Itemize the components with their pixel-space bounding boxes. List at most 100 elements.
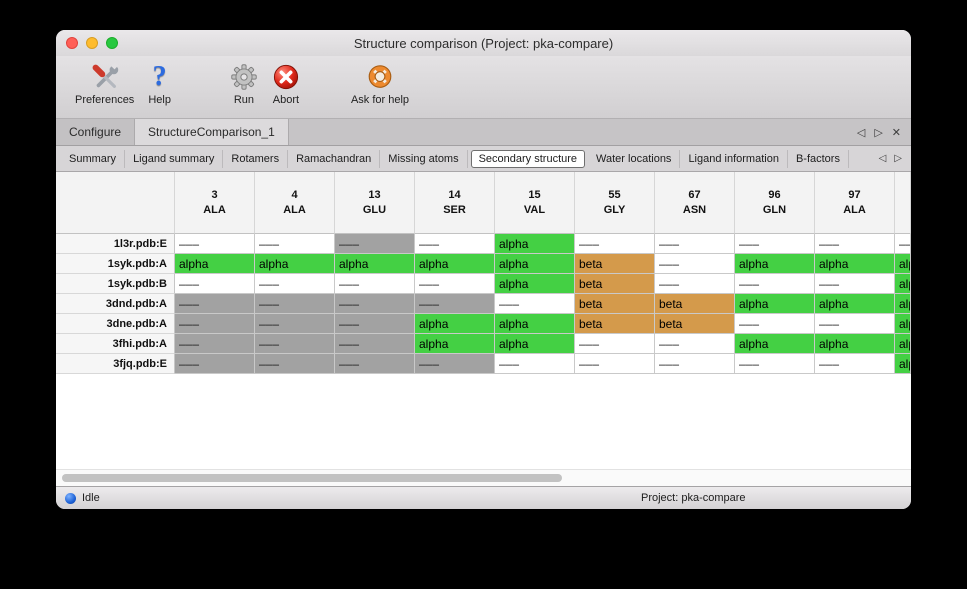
- column-header-3-ala[interactable]: 3 ALA: [175, 172, 255, 234]
- table-cell-alpha[interactable]: alpha: [895, 274, 911, 294]
- table-cell-dash[interactable]: –––: [575, 354, 655, 374]
- toolbar-button-run[interactable]: Run: [230, 61, 258, 106]
- column-header-55-gly[interactable]: 55 GLY: [575, 172, 655, 234]
- column-header-14-ser[interactable]: 14 SER: [415, 172, 495, 234]
- table-cell-dash[interactable]: –––: [655, 254, 735, 274]
- subtab-secondary-structure[interactable]: Secondary structure: [470, 149, 586, 168]
- table-cell-dash_gray[interactable]: –––: [335, 234, 415, 254]
- subtab-ligand-information[interactable]: Ligand information: [680, 149, 788, 168]
- table-cell-dash[interactable]: –––: [255, 234, 335, 254]
- row-header-3fhi-pdb-a[interactable]: 3fhi.pdb:A: [56, 334, 175, 354]
- table-cell-dash_gray[interactable]: –––: [255, 354, 335, 374]
- tab-close-icon[interactable]: ✕: [891, 126, 901, 139]
- row-header-1syk-pdb-a[interactable]: 1syk.pdb:A: [56, 254, 175, 274]
- column-header-13-glu[interactable]: 13 GLU: [335, 172, 415, 234]
- subtab-nav-left-icon[interactable]: ◁: [878, 153, 887, 164]
- table-cell-dash[interactable]: –––: [495, 354, 575, 374]
- minimize-window-button[interactable]: [86, 37, 98, 49]
- table-cell-alpha[interactable]: alpha: [895, 314, 911, 334]
- table-cell-alpha[interactable]: alpha: [895, 354, 911, 374]
- table-cell-dash_gray[interactable]: –––: [255, 314, 335, 334]
- table-cell-dash[interactable]: –––: [415, 274, 495, 294]
- table-cell-dash[interactable]: –––: [815, 354, 895, 374]
- toolbar-button-preferences[interactable]: Preferences: [75, 61, 134, 106]
- tab-nav-right-icon[interactable]: ▷: [874, 126, 883, 139]
- table-cell-dash[interactable]: –––: [735, 354, 815, 374]
- row-header-3dne-pdb-a[interactable]: 3dne.pdb:A: [56, 314, 175, 334]
- table-cell-dash_gray[interactable]: –––: [335, 314, 415, 334]
- subtab-ligand-summary[interactable]: Ligand summary: [125, 149, 224, 168]
- table-cell-dash_gray[interactable]: –––: [175, 354, 255, 374]
- table-cell-dash_gray[interactable]: –––: [255, 334, 335, 354]
- table-cell-alpha[interactable]: alpha: [895, 254, 911, 274]
- table-cell-dash[interactable]: –––: [895, 234, 911, 254]
- table-cell-dash_gray[interactable]: –––: [415, 354, 495, 374]
- table-cell-dash_gray[interactable]: –––: [335, 354, 415, 374]
- tab-nav-left-icon[interactable]: ◁: [856, 126, 866, 139]
- table-cell-alpha[interactable]: alpha: [895, 294, 911, 314]
- table-cell-alpha[interactable]: alpha: [415, 314, 495, 334]
- table-cell-alpha[interactable]: alpha: [735, 294, 815, 314]
- horizontal-scrollbar[interactable]: [56, 469, 911, 486]
- subtab-b-factors[interactable]: B-factors: [788, 149, 849, 168]
- table-cell-beta[interactable]: beta: [575, 254, 655, 274]
- table-cell-alpha[interactable]: alpha: [415, 334, 495, 354]
- table-cell-dash[interactable]: –––: [415, 234, 495, 254]
- subtab-summary[interactable]: Summary: [61, 149, 126, 168]
- table-cell-beta[interactable]: beta: [655, 294, 735, 314]
- subtab-ramachandran[interactable]: Ramachandran: [288, 149, 381, 168]
- table-cell-alpha[interactable]: alpha: [495, 254, 575, 274]
- table-cell-dash[interactable]: –––: [575, 334, 655, 354]
- table-cell-alpha[interactable]: alpha: [895, 334, 911, 354]
- table-cell-alpha[interactable]: alpha: [495, 274, 575, 294]
- table-cell-alpha[interactable]: alpha: [735, 254, 815, 274]
- toolbar-button-ask-for-help[interactable]: Ask for help: [351, 61, 409, 106]
- table-cell-dash[interactable]: –––: [175, 274, 255, 294]
- table-cell-dash_gray[interactable]: –––: [335, 334, 415, 354]
- table-cell-dash[interactable]: –––: [255, 274, 335, 294]
- toolbar-button-abort[interactable]: Abort: [272, 61, 300, 106]
- table-cell-alpha[interactable]: alpha: [815, 294, 895, 314]
- table-cell-alpha[interactable]: alpha: [815, 254, 895, 274]
- column-header-partial[interactable]: [895, 172, 911, 234]
- zoom-window-button[interactable]: [106, 37, 118, 49]
- subtab-missing-atoms[interactable]: Missing atoms: [380, 149, 468, 168]
- table-cell-dash_gray[interactable]: –––: [175, 314, 255, 334]
- table-cell-beta[interactable]: beta: [655, 314, 735, 334]
- tab-configure[interactable]: Configure: [56, 119, 136, 145]
- table-cell-beta[interactable]: beta: [575, 314, 655, 334]
- row-header-3dnd-pdb-a[interactable]: 3dnd.pdb:A: [56, 294, 175, 314]
- subtab-water-locations[interactable]: Water locations: [588, 149, 681, 168]
- table-cell-dash[interactable]: –––: [175, 234, 255, 254]
- table-cell-beta[interactable]: beta: [575, 294, 655, 314]
- scrollbar-thumb[interactable]: [62, 474, 562, 482]
- table-cell-dash[interactable]: –––: [815, 274, 895, 294]
- table-cell-dash[interactable]: –––: [735, 274, 815, 294]
- table-cell-dash[interactable]: –––: [495, 294, 575, 314]
- table-cell-dash[interactable]: –––: [735, 234, 815, 254]
- table-cell-alpha[interactable]: alpha: [495, 334, 575, 354]
- table-cell-dash_gray[interactable]: –––: [415, 294, 495, 314]
- table-cell-alpha[interactable]: alpha: [335, 254, 415, 274]
- table-cell-alpha[interactable]: alpha: [175, 254, 255, 274]
- table-cell-alpha[interactable]: alpha: [495, 234, 575, 254]
- row-header-1l3r-pdb-e[interactable]: 1l3r.pdb:E: [56, 234, 175, 254]
- row-header-3fjq-pdb-e[interactable]: 3fjq.pdb:E: [56, 354, 175, 374]
- table-cell-alpha[interactable]: alpha: [255, 254, 335, 274]
- table-cell-beta[interactable]: beta: [575, 274, 655, 294]
- tab-structurecomparison-1[interactable]: StructureComparison_1: [135, 119, 289, 145]
- table-cell-dash[interactable]: –––: [335, 274, 415, 294]
- table-cell-dash[interactable]: –––: [575, 234, 655, 254]
- column-header-4-ala[interactable]: 4 ALA: [255, 172, 335, 234]
- table-cell-dash[interactable]: –––: [815, 314, 895, 334]
- table-cell-dash_gray[interactable]: –––: [175, 294, 255, 314]
- column-header-96-gln[interactable]: 96 GLN: [735, 172, 815, 234]
- table-cell-dash[interactable]: –––: [655, 334, 735, 354]
- toolbar-button-help[interactable]: ? Help: [148, 61, 171, 107]
- subtab-nav-right-icon[interactable]: ▷: [894, 153, 902, 164]
- row-header-1syk-pdb-b[interactable]: 1syk.pdb:B: [56, 274, 175, 294]
- table-cell-dash[interactable]: –––: [655, 354, 735, 374]
- subtab-rotamers[interactable]: Rotamers: [223, 149, 289, 168]
- table-cell-dash_gray[interactable]: –––: [175, 334, 255, 354]
- column-header-97-ala[interactable]: 97 ALA: [815, 172, 895, 234]
